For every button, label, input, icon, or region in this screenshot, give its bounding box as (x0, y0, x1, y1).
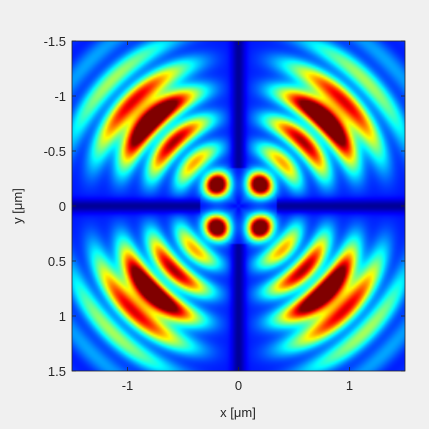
y-axis-label: y [μm] (10, 188, 25, 224)
plot-area (71, 40, 406, 372)
y-tick-label: -1.5 (44, 34, 66, 49)
y-tick-label: 1.5 (48, 364, 66, 379)
x-tick-label: 1 (346, 378, 353, 393)
x-axis-label: x [μm] (220, 405, 256, 420)
y-tick-label: -0.5 (44, 144, 66, 159)
y-tick-label: 0.5 (48, 254, 66, 269)
x-tick-label: -1 (122, 378, 134, 393)
x-axis: -1 0 1 (122, 41, 353, 393)
y-tick-label: 0 (59, 199, 66, 214)
y-tick-label: 1 (59, 309, 66, 324)
y-tick-label: -1 (54, 89, 66, 104)
x-tick-label: 0 (235, 378, 242, 393)
y-axis: -1.5 -1 -0.5 0 0.5 1 1.5 (44, 34, 405, 379)
heatmap-image (72, 41, 405, 371)
